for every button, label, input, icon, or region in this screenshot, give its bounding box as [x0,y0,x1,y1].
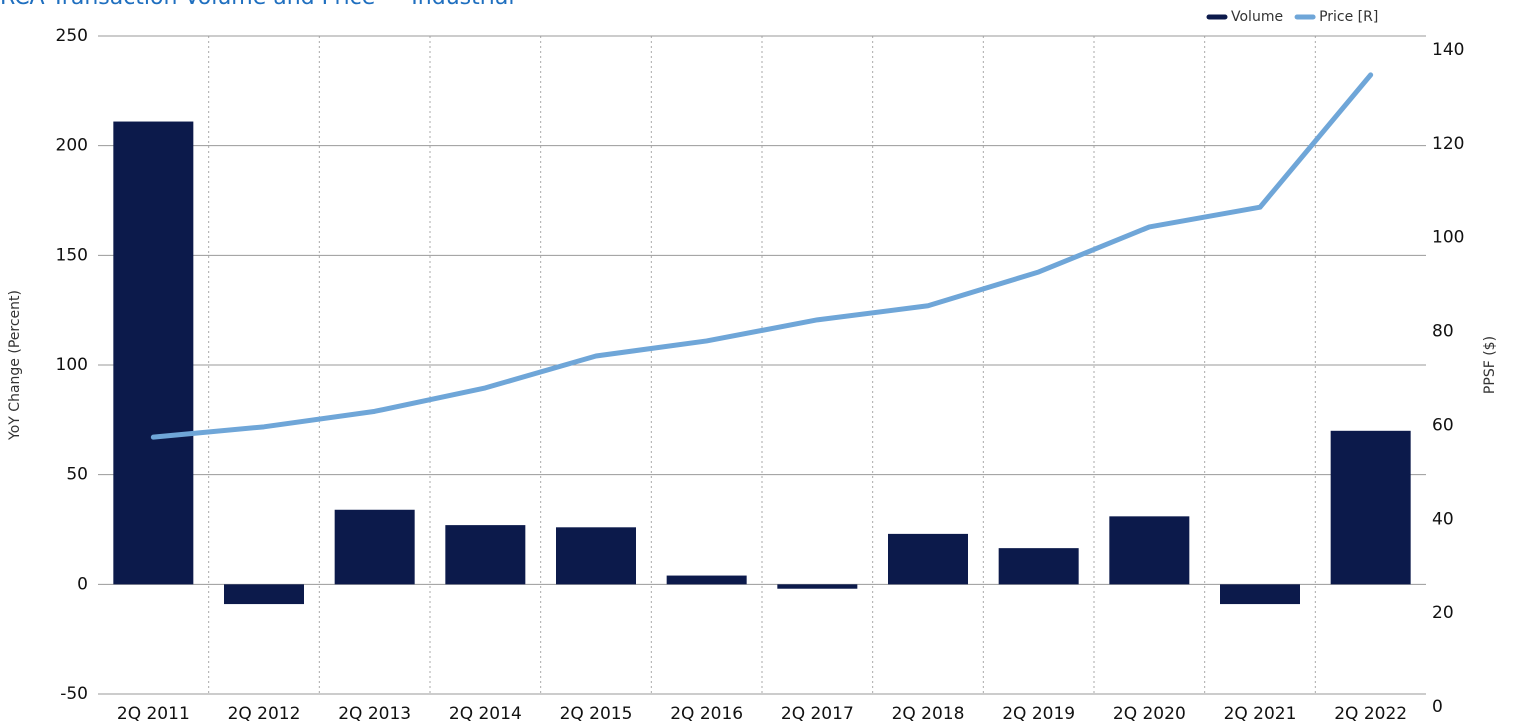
y-tick-label: -50 [60,684,88,704]
bar [666,575,747,585]
x-tick-label: 2Q 2012 [228,704,301,724]
x-tick-label: 2Q 2015 [560,704,633,724]
bar [445,525,526,585]
y2-tick-label: 60 [1432,415,1454,435]
price-line [150,72,1374,440]
y2-tick-label: 0 [1432,697,1443,717]
x-tick-label: 2Q 2020 [1113,704,1186,724]
y2-tick-label: 20 [1432,603,1454,623]
bar [1330,430,1411,585]
y2-tick-label: 100 [1432,228,1464,248]
bar [113,121,194,585]
x-tick-label: 2Q 2011 [117,704,190,724]
bar [998,548,1079,585]
y-tick-label: 200 [56,136,88,156]
y-tick-label: 100 [56,355,88,375]
bar [1220,584,1300,605]
x-tick-label: 2Q 2019 [1002,704,1075,724]
y2-tick-label: 40 [1432,509,1454,529]
chart-title: RCA Transaction Volume and Price — Indus… [0,0,514,10]
bar [556,527,636,585]
bar [1109,516,1190,585]
y-axis-title: YoY Change (Percent) [7,290,23,441]
bar [888,533,968,585]
y-tick-label: 0 [77,574,88,594]
bar [224,584,304,605]
y2-tick-label: 140 [1432,40,1464,60]
x-tick-label: 2Q 2021 [1224,704,1297,724]
legend-label: Volume [1231,9,1283,25]
x-tick-label: 2Q 2022 [1334,704,1407,724]
x-tick-label: 2Q 2018 [892,704,965,724]
bar [334,509,415,585]
y-tick-label: 150 [56,245,88,265]
x-tick-label: 2Q 2017 [781,704,854,724]
y-tick-label: 250 [56,26,88,46]
bar [777,584,858,589]
x-tick-label: 2Q 2014 [449,704,522,724]
legend-label: Price [R] [1319,9,1378,25]
y-tick-label: 50 [66,465,88,485]
x-tick-label: 2Q 2016 [670,704,743,724]
y2-tick-label: 120 [1432,134,1464,154]
x-tick-label: 2Q 2013 [338,704,411,724]
y2-axis-title: PPSF ($) [1482,336,1498,394]
y2-tick-label: 80 [1432,322,1454,342]
